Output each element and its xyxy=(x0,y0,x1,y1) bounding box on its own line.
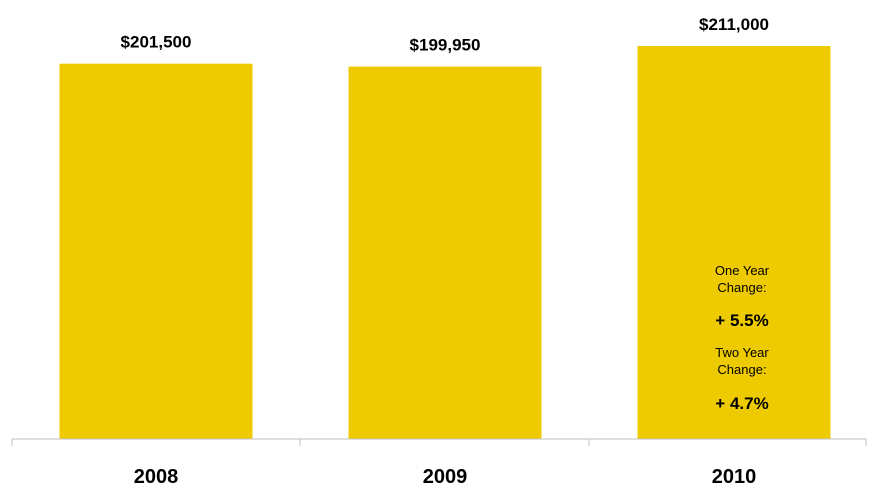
category-label-2009: 2009 xyxy=(423,466,468,488)
change-annotation: One Year Change: + 5.5% Two Year Change:… xyxy=(715,263,770,413)
value-labels-group: $201,500 $199,950 $211,000 xyxy=(121,15,769,55)
bar-2010 xyxy=(637,46,831,439)
x-axis-ticks xyxy=(11,439,867,446)
two-year-change-value: + 4.7% xyxy=(715,394,768,413)
one-year-label-line2: Change: xyxy=(717,280,766,295)
category-label-2010: 2010 xyxy=(712,466,757,488)
two-year-label-line1: Two Year xyxy=(715,345,769,360)
bars-group xyxy=(59,46,831,440)
category-labels-group: 2008 2009 2010 xyxy=(134,466,757,488)
two-year-label-line2: Change: xyxy=(717,362,766,377)
category-label-2008: 2008 xyxy=(134,466,179,488)
one-year-label-line1: One Year xyxy=(715,263,770,278)
bar-2009 xyxy=(348,66,542,440)
one-year-change-value: + 5.5% xyxy=(715,311,768,330)
value-label-2009: $199,950 xyxy=(410,36,481,55)
value-label-2010: $211,000 xyxy=(699,15,769,34)
bar-2008 xyxy=(59,63,253,440)
value-label-2008: $201,500 xyxy=(121,33,192,52)
